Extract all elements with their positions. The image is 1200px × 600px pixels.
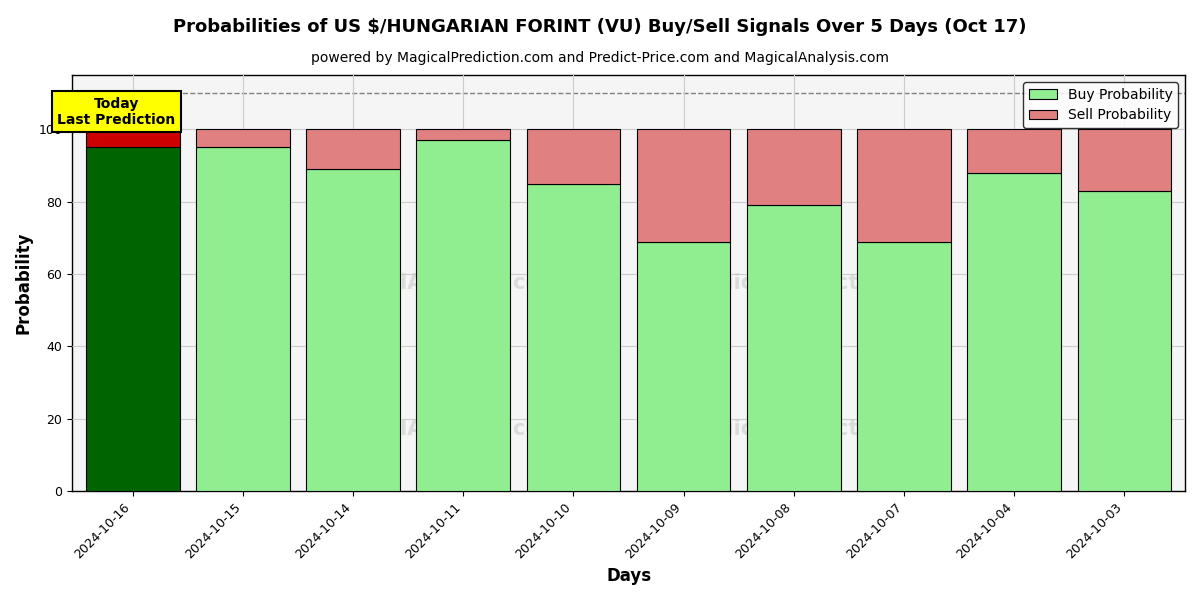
Bar [967,129,1061,173]
Y-axis label: Probability: Probability [16,232,34,334]
Bar [306,129,400,169]
Text: Today
Last Prediction: Today Last Prediction [58,97,175,127]
Bar [748,129,841,205]
Legend: Buy Probability, Sell Probability: Buy Probability, Sell Probability [1024,82,1178,128]
Bar [527,184,620,491]
Bar [967,173,1061,491]
Bar [86,148,180,491]
Bar [637,129,731,242]
Bar [306,169,400,491]
Bar [857,242,950,491]
X-axis label: Days: Days [606,567,652,585]
Bar [416,129,510,140]
Bar [1078,191,1171,491]
Text: MagicalAnalysis.com: MagicalAnalysis.com [317,419,562,439]
Bar [748,205,841,491]
Text: MagicalPrediction.com: MagicalPrediction.com [684,273,952,293]
Bar [857,129,950,242]
Text: MagicalAnalysis.com: MagicalAnalysis.com [317,273,562,293]
Bar [637,242,731,491]
Text: Probabilities of US $/HUNGARIAN FORINT (VU) Buy/Sell Signals Over 5 Days (Oct 17: Probabilities of US $/HUNGARIAN FORINT (… [173,18,1027,36]
Text: powered by MagicalPrediction.com and Predict-Price.com and MagicalAnalysis.com: powered by MagicalPrediction.com and Pre… [311,51,889,65]
Text: MagicalPrediction.com: MagicalPrediction.com [684,419,952,439]
Bar [416,140,510,491]
Bar [86,129,180,148]
Bar [196,129,289,148]
Bar [527,129,620,184]
Bar [1078,129,1171,191]
Bar [196,148,289,491]
